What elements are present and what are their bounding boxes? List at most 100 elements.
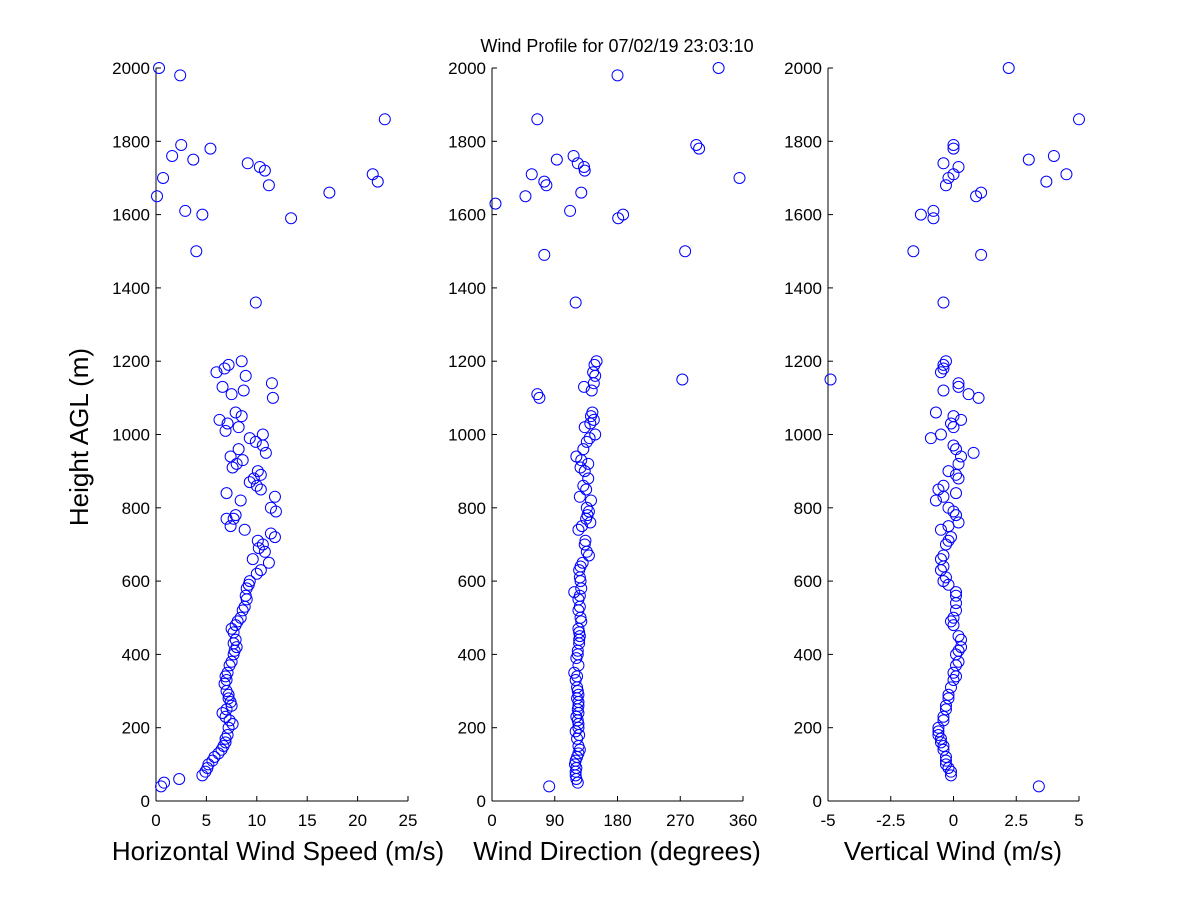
direction-data-point [587, 413, 600, 426]
direction-data-point [690, 138, 703, 151]
direction-data-point [543, 780, 556, 793]
direction-data-point [540, 179, 553, 192]
direction-data-point [572, 604, 585, 617]
direction-data-point [550, 153, 563, 166]
speed-data-point [175, 138, 188, 151]
vertical-data-point [944, 681, 957, 694]
speed-panel: 0 200 400 600 800 1000 1200 1400 1600 1800 2000 0 5 1… [112, 59, 417, 830]
vertical-data-point [937, 710, 950, 723]
vertical-data-point [937, 384, 950, 397]
speed-data-point [229, 619, 242, 632]
direction-x-tick-label: 270 [666, 811, 694, 830]
speed-x-tick-label: 20 [348, 811, 367, 830]
vertical-y-tick-label: 600 [794, 572, 822, 591]
speed-y-tick-label: 2000 [112, 59, 150, 78]
speed-x-tick-label: 5 [202, 811, 211, 830]
speed-data-point [151, 190, 164, 203]
vertical-data-point [937, 358, 950, 371]
vertical-data-point [939, 571, 952, 584]
vertical-data-point [970, 190, 983, 203]
direction-x-axis-title: Wind Direction (degrees) [473, 836, 761, 866]
vertical-data-point [939, 754, 952, 767]
vertical-data-point [947, 138, 960, 151]
vertical-data-point [932, 721, 945, 734]
speed-data-point [262, 179, 275, 192]
speed-data-point [223, 714, 236, 727]
vertical-data-point [914, 208, 927, 221]
vertical-data-point [1032, 780, 1045, 793]
vertical-y-tick-label: 1200 [784, 352, 822, 371]
direction-data-point [676, 373, 689, 386]
direction-data-point [612, 212, 625, 225]
vertical-data-point [955, 450, 968, 463]
speed-data-point [254, 468, 267, 481]
direction-y-tick-label: 200 [458, 719, 486, 738]
speed-data-point [226, 718, 239, 731]
vertical-x-tick-label: 2.5 [1004, 811, 1028, 830]
speed-data-point [158, 776, 171, 789]
speed-data-point [199, 765, 212, 778]
direction-data-point [575, 520, 588, 533]
direction-y-tick-label: 2000 [448, 59, 486, 78]
speed-data-point [219, 424, 232, 437]
vertical-data-point [947, 439, 960, 452]
speed-data-point [259, 446, 272, 459]
direction-y-tick-label: 0 [477, 792, 486, 811]
vertical-data-point [937, 740, 950, 753]
direction-data-point [589, 369, 602, 382]
vertical-data-point [939, 751, 952, 764]
vertical-data-point [950, 604, 963, 617]
speed-data-point [229, 406, 242, 419]
direction-data-point [712, 62, 725, 74]
direction-data-point [582, 457, 595, 470]
direction-data-point [582, 549, 595, 562]
direction-x-tick-label: 90 [545, 811, 564, 830]
vertical-y-tick-label: 200 [794, 719, 822, 738]
vertical-data-point [937, 490, 950, 503]
speed-data-point [378, 113, 391, 126]
direction-data-point [570, 652, 583, 665]
vertical-data-point [942, 688, 955, 701]
vertical-data-point [937, 560, 950, 573]
vertical-data-point [952, 630, 965, 643]
vertical-data-point [944, 615, 957, 628]
speed-x-tick-label: 15 [298, 811, 317, 830]
speed-data-point [232, 421, 245, 434]
speed-data-point [218, 677, 231, 690]
speed-data-point [246, 553, 259, 566]
direction-data-point [585, 384, 598, 397]
vertical-data-point [950, 589, 963, 602]
direction-data-point [571, 157, 584, 170]
vertical-data-point [947, 619, 960, 632]
vertical-x-tick-label: -5 [820, 811, 835, 830]
speed-data-point [216, 707, 229, 720]
direction-data-point [568, 666, 581, 679]
speed-data-point [323, 186, 336, 199]
direction-data-point [519, 190, 532, 203]
vertical-data-point [942, 762, 955, 775]
vertical-data-point [947, 505, 960, 518]
vertical-data-point [924, 432, 937, 445]
speed-data-point [262, 556, 275, 569]
direction-data-point [538, 248, 551, 261]
vertical-data-point [944, 769, 957, 782]
speed-data-point [204, 142, 217, 155]
direction-data-point [571, 776, 584, 789]
vertical-data-point [942, 465, 955, 478]
direction-data-point [531, 113, 544, 126]
speed-y-tick-label: 1200 [112, 352, 150, 371]
speed-data-point [219, 732, 232, 745]
speed-data-point [227, 512, 240, 525]
direction-data-point [573, 630, 586, 643]
vertical-data-point [942, 692, 955, 705]
speed-data-point [235, 410, 248, 423]
vertical-data-point [947, 142, 960, 155]
direction-data-point [525, 168, 538, 181]
direction-x-tick-label: 180 [603, 811, 631, 830]
vertical-data-point [927, 204, 940, 217]
direction-panel: 0 200 400 600 800 1000 1200 1400 1600 1800 2000 0 90… [448, 59, 757, 830]
direction-y-tick-label: 800 [458, 499, 486, 518]
direction-data-point [611, 69, 624, 82]
direction-data-point [573, 490, 586, 503]
